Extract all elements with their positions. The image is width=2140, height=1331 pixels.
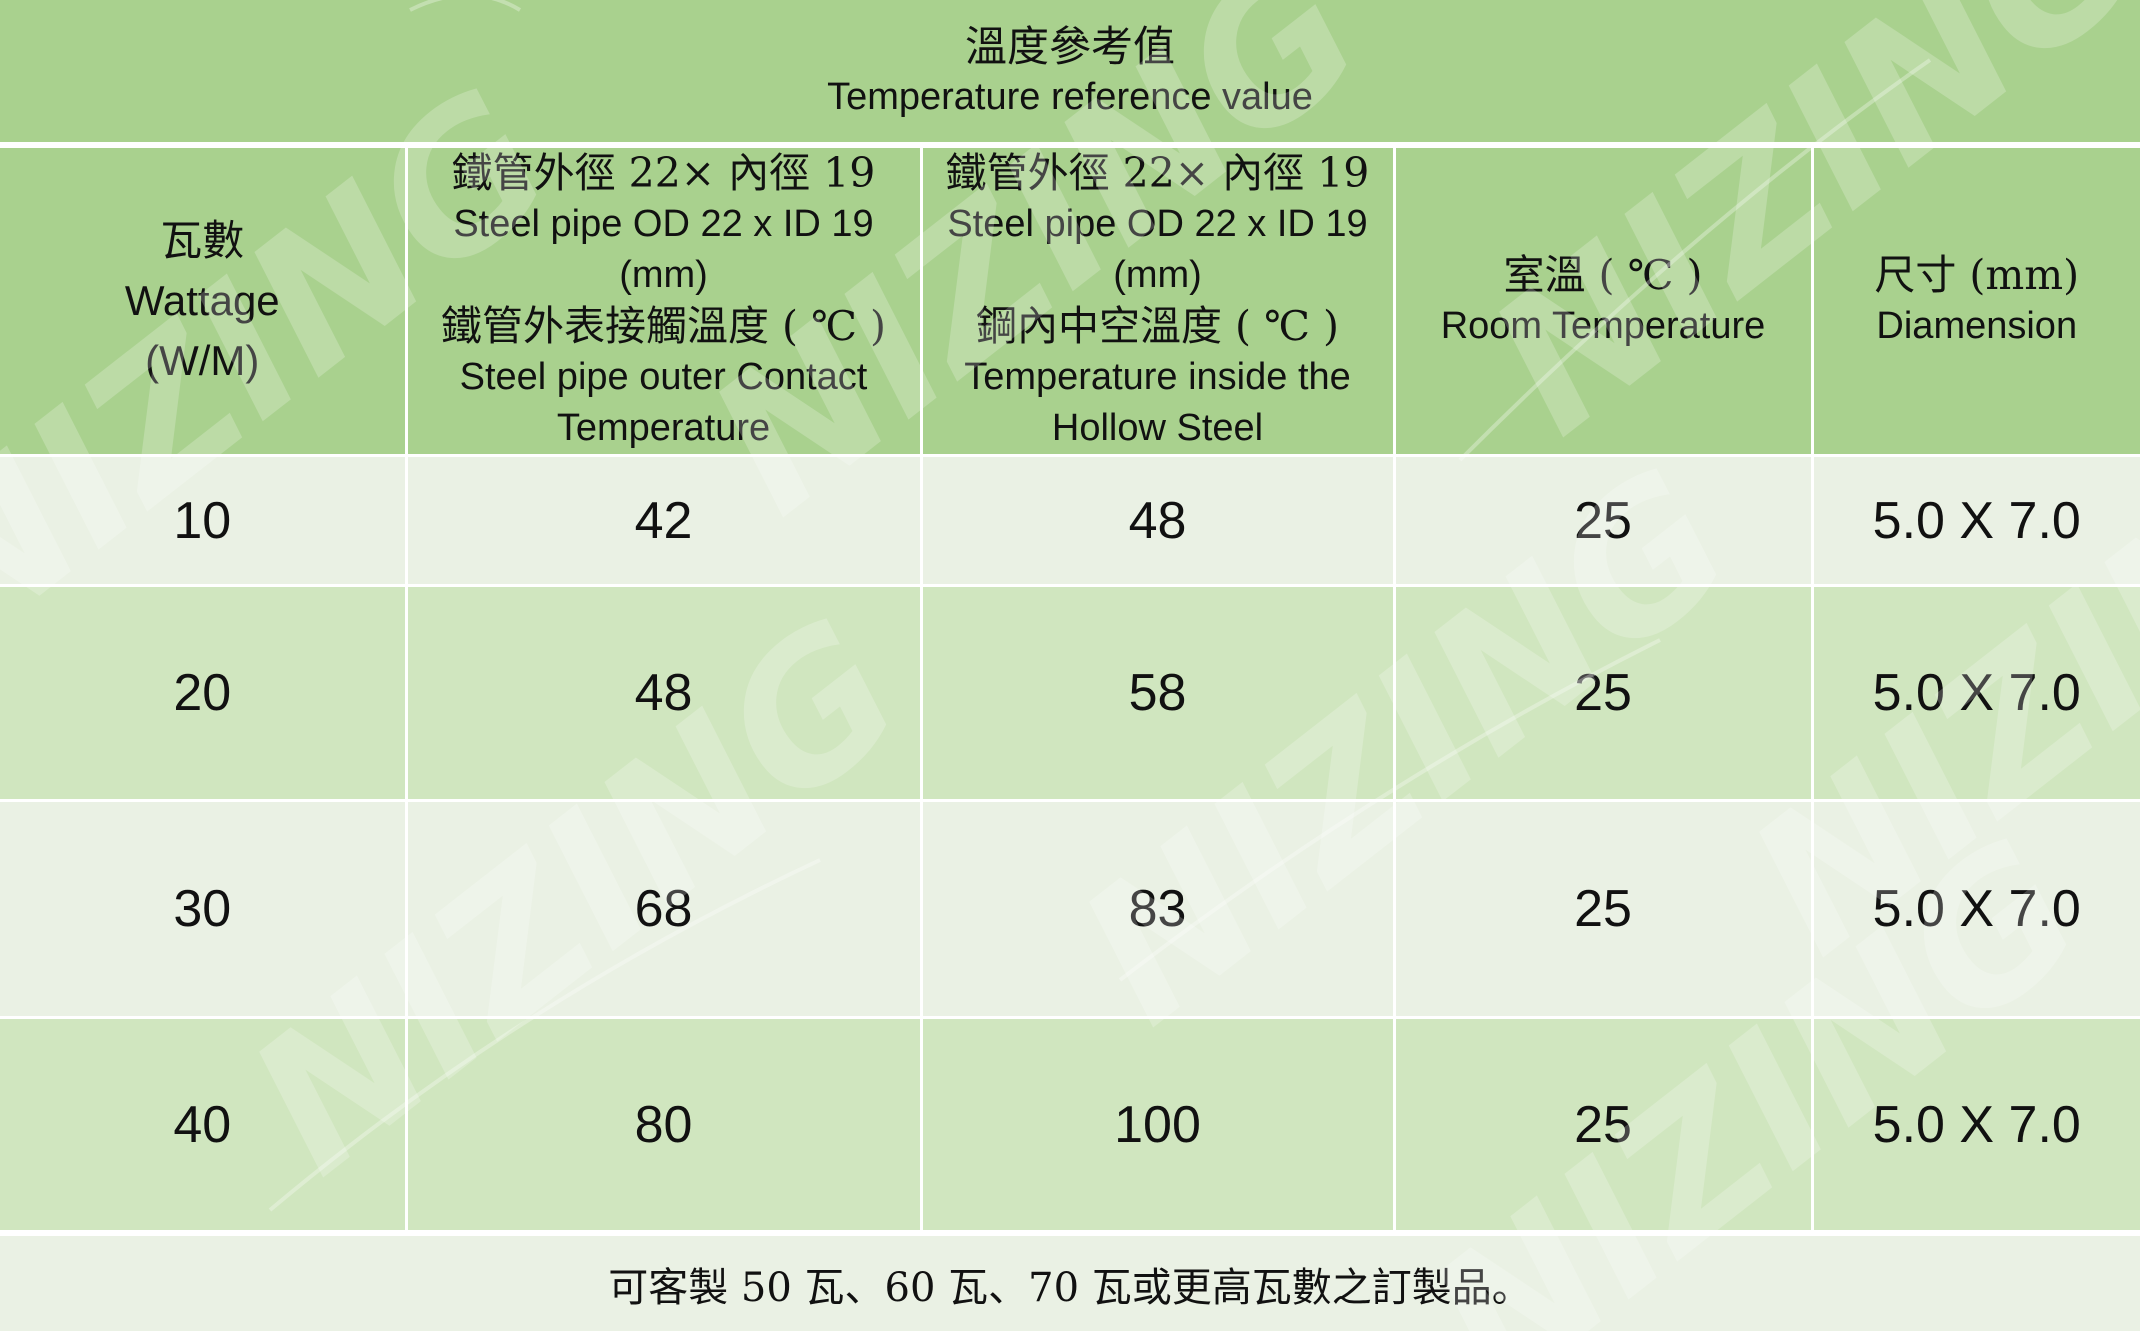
header-hollow-steel-temp: 鐵管外徑 22× 內徑 19 Steel pipe OD 22 x ID 19 … xyxy=(919,148,1396,457)
cell-room-temp: 25 xyxy=(1392,584,1814,802)
header-inner-line3: (mm) xyxy=(1113,254,1202,296)
custom-order-note: 可客製 50 瓦、60 瓦、70 瓦或更高瓦數之訂製品。 xyxy=(0,1233,2140,1331)
cell-room-temp: 25 xyxy=(1392,455,1814,587)
cell-size: 5.0 X 7.0 xyxy=(1810,584,2140,802)
cell-wattage: 10 xyxy=(0,455,408,587)
cell-wattage: 30 xyxy=(0,799,408,1019)
temperature-table: 瓦數 Wattage (W/M) 鐵管外徑 22× 內徑 19 Steel pi… xyxy=(0,148,2140,1233)
table-row: 40 80 100 25 5.0 X 7.0 xyxy=(0,1016,2140,1233)
cell-size: 5.0 X 7.0 xyxy=(1810,799,2140,1019)
cell-wattage: 20 xyxy=(0,584,408,802)
header-outer-line5: Steel pipe outer Contact xyxy=(459,356,868,398)
cell-outer-temp: 48 xyxy=(404,584,923,802)
cell-inner-temp: 83 xyxy=(919,799,1396,1019)
cell-inner-temp: 48 xyxy=(919,455,1396,587)
header-inner-line2: Steel pipe OD 22 x ID 19 xyxy=(947,203,1368,245)
table-title: 溫度參考值 Temperature reference value xyxy=(0,0,2140,145)
cell-room-temp: 25 xyxy=(1392,799,1814,1019)
header-room-en: Room Temperature xyxy=(1440,305,1766,347)
title-en: Temperature reference value xyxy=(827,76,1313,118)
header-outer-line4: 鐵管外表接觸溫度 ( ℃ ) xyxy=(441,302,886,350)
title-zh: 溫度參考值 xyxy=(964,22,1175,71)
header-wattage: 瓦數 Wattage (W/M) xyxy=(0,148,408,457)
header-room-zh: 室溫 ( ℃ ) xyxy=(1503,251,1703,299)
header-inner-line4: 鋼內中空溫度 ( ℃ ) xyxy=(976,302,1339,350)
header-size-zh: 尺寸 (mm) xyxy=(1874,251,2080,299)
header-wattage-en: Wattage xyxy=(124,277,280,324)
cell-outer-temp: 68 xyxy=(404,799,923,1019)
header-inner-line1: 鐵管外徑 22× 內徑 19 xyxy=(945,149,1370,197)
cell-wattage: 40 xyxy=(0,1016,408,1233)
header-outer-line2: Steel pipe OD 22 x ID 19 xyxy=(453,203,874,245)
header-room-temp: 室溫 ( ℃ ) Room Temperature xyxy=(1392,148,1814,457)
header-outer-line6: Temperature xyxy=(556,407,771,449)
header-inner-line6: Hollow Steel xyxy=(1051,407,1264,449)
table-row: 20 48 58 25 5.0 X 7.0 xyxy=(0,584,2140,802)
header-outer-line3: (mm) xyxy=(619,254,708,296)
header-outer-line1: 鐵管外徑 22× 內徑 19 xyxy=(451,149,876,197)
cell-inner-temp: 100 xyxy=(919,1016,1396,1233)
header-wattage-zh: 瓦數 xyxy=(160,216,245,265)
table-row: 30 68 83 25 5.0 X 7.0 xyxy=(0,799,2140,1019)
header-size: 尺寸 (mm) Diamension xyxy=(1810,148,2140,457)
header-size-en: Diamension xyxy=(1876,305,2078,347)
header-row: 瓦數 Wattage (W/M) 鐵管外徑 22× 內徑 19 Steel pi… xyxy=(0,148,2140,457)
cell-size: 5.0 X 7.0 xyxy=(1810,455,2140,587)
cell-size: 5.0 X 7.0 xyxy=(1810,1016,2140,1233)
cell-room-temp: 25 xyxy=(1392,1016,1814,1233)
cell-inner-temp: 58 xyxy=(919,584,1396,802)
header-inner-line5: Temperature inside the xyxy=(964,356,1351,398)
table-row: 10 42 48 25 5.0 X 7.0 xyxy=(0,455,2140,587)
cell-outer-temp: 80 xyxy=(404,1016,923,1233)
cell-outer-temp: 42 xyxy=(404,455,923,587)
header-wattage-unit: (W/M) xyxy=(145,337,260,384)
header-outer-contact-temp: 鐵管外徑 22× 內徑 19 Steel pipe OD 22 x ID 19 … xyxy=(404,148,923,457)
